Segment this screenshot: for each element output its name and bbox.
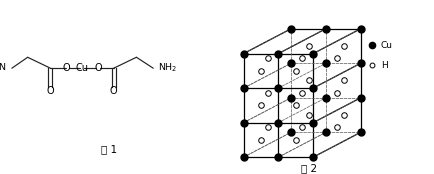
Text: Cu: Cu [380,41,392,50]
Text: H: H [380,61,387,70]
Text: O: O [94,63,102,73]
Text: NH$_2$: NH$_2$ [158,62,177,74]
Text: O: O [110,86,117,96]
Text: O: O [62,63,70,73]
Text: 图 1: 图 1 [100,144,117,154]
Text: 图 2: 图 2 [300,163,316,173]
Text: Cu: Cu [76,63,89,73]
Text: O: O [46,86,54,96]
Text: H$_2$N: H$_2$N [0,62,7,74]
